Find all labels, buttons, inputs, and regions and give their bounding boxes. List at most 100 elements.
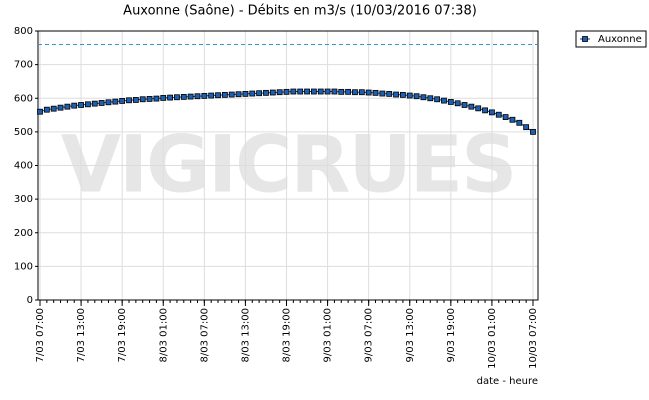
data-point: [139, 96, 146, 103]
data-point: [523, 124, 530, 131]
data-point: [358, 89, 365, 96]
data-point: [263, 89, 269, 96]
data-point: [502, 114, 509, 120]
data-point: [276, 89, 283, 96]
grid: [38, 30, 538, 301]
data-point: [386, 90, 393, 97]
data-point: [235, 91, 242, 98]
data-point: [269, 89, 276, 96]
data-point: [324, 88, 331, 95]
data-point: [174, 94, 180, 101]
data-point: [249, 90, 256, 97]
data-point: [194, 93, 201, 100]
data-point: [208, 92, 215, 99]
data-point: [420, 94, 427, 101]
x-tick-label: 7/03 13:00: [76, 308, 87, 362]
y-tick-label: 400: [14, 161, 33, 172]
data-point: [85, 101, 91, 108]
data-point: [242, 90, 249, 97]
data-point: [530, 128, 536, 135]
data-point: [215, 92, 221, 99]
x-tick-label: 7/03 19:00: [117, 308, 128, 362]
data-point: [201, 92, 208, 99]
data-point: [413, 93, 420, 100]
data-point: [78, 102, 84, 108]
data-point: [119, 98, 126, 104]
data-point: [427, 95, 434, 102]
y-tick-label: 300: [14, 194, 33, 205]
data-point: [64, 103, 71, 110]
data-point: [132, 97, 139, 103]
y-tick-label: 200: [14, 228, 33, 239]
x-tick-label: 9/03 13:00: [405, 308, 416, 362]
legend-label: Auxonne: [598, 34, 642, 45]
data-point: [509, 116, 516, 123]
data-point: [331, 88, 338, 95]
data-point: [37, 108, 43, 115]
data-point: [160, 95, 167, 101]
data-point: [310, 88, 317, 95]
data-point: [105, 99, 112, 106]
data-point: [50, 105, 57, 112]
data-point: [454, 100, 461, 107]
data-point: [167, 94, 173, 101]
data-point: [400, 91, 406, 98]
data-point: [516, 119, 523, 126]
data-point: [98, 100, 105, 106]
data-point: [187, 93, 194, 100]
data-point: [43, 106, 50, 113]
data-point: [372, 89, 379, 96]
legend-box: [575, 30, 647, 48]
data-point: [379, 90, 386, 97]
data-point: [495, 111, 502, 118]
data-point: [393, 91, 399, 98]
data-point: [91, 100, 98, 107]
data-point: [297, 88, 304, 95]
data-point: [71, 102, 78, 109]
data-point: [482, 107, 488, 114]
x-tick-label: 9/03 19:00: [446, 308, 457, 362]
x-tick-label: 7/03 07:00: [35, 308, 46, 362]
chart-title: Auxonne (Saône) - Débits en m3/s (10/03/…: [123, 4, 477, 19]
data-point: [441, 97, 447, 104]
x-tick-label: 10/03 07:00: [528, 308, 539, 369]
y-tick-label: 700: [14, 60, 33, 71]
data-point: [180, 94, 187, 100]
y-tick-label: 100: [14, 261, 33, 272]
data-point: [290, 88, 297, 95]
data-point: [406, 92, 413, 99]
data-point: [489, 109, 495, 116]
data-point: [57, 104, 64, 111]
data-point: [468, 103, 475, 110]
x-tick-label: 10/03 01:00: [487, 308, 498, 369]
x-tick-label: 8/03 01:00: [158, 308, 169, 362]
plot-frame: [37, 30, 539, 301]
data-point: [228, 91, 235, 98]
data-point: [304, 88, 310, 95]
data-point: [126, 97, 132, 104]
data-point: [112, 98, 119, 105]
data-point: [317, 88, 324, 95]
x-axis-label: date - heure: [477, 376, 538, 387]
data-point: [475, 105, 482, 112]
x-tick-label: 9/03 07:00: [364, 308, 375, 362]
data-point: [365, 89, 372, 96]
x-tick-label: 9/03 01:00: [323, 308, 334, 362]
x-tick-label: 8/03 13:00: [240, 308, 251, 362]
data-point: [256, 90, 263, 97]
y-tick-label: 500: [14, 127, 33, 138]
legend-marker: [582, 36, 588, 42]
data-point: [283, 88, 290, 95]
data-point: [153, 95, 160, 102]
data-point: [345, 88, 352, 95]
data-point: [434, 96, 441, 103]
data-point: [447, 99, 454, 105]
data-point: [338, 88, 345, 95]
data-point: [461, 102, 468, 108]
data-point: [221, 91, 228, 98]
x-tick-label: 8/03 07:00: [199, 308, 210, 362]
data-point: [146, 96, 153, 102]
data-point: [352, 89, 358, 96]
x-tick-label: 8/03 19:00: [282, 308, 293, 362]
